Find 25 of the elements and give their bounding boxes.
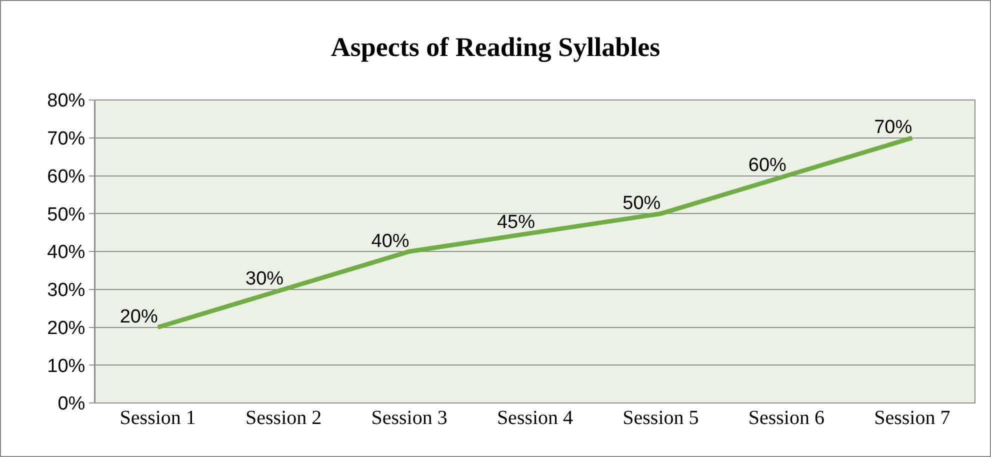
y-tick-label: 50%: [47, 204, 86, 226]
y-tick-label: 0%: [58, 394, 86, 415]
data-label: 30%: [246, 268, 284, 290]
x-tick-label: Session 6: [748, 407, 824, 429]
data-label: 70%: [874, 117, 912, 138]
x-tick-label: Session 1: [120, 407, 196, 429]
y-tick-label: 70%: [47, 128, 86, 150]
y-tick-label: 10%: [47, 356, 86, 377]
data-label: 45%: [496, 212, 536, 233]
data-label: 60%: [748, 155, 787, 176]
x-tick-label: Session 2: [246, 407, 322, 429]
x-tick-label: Session 5: [622, 407, 699, 429]
x-tick-label: Session 3: [371, 407, 448, 429]
x-tick-label: Session 7: [874, 407, 950, 429]
line-series: [156, 136, 914, 330]
data-label: 40%: [371, 230, 410, 252]
chart-title: Aspects of Reading Syllables: [330, 32, 660, 62]
y-tick-label: 40%: [47, 242, 86, 264]
x-tick-label: Session 4: [496, 407, 574, 429]
y-tick-label: 60%: [47, 166, 86, 188]
y-tick-label: 20%: [47, 318, 86, 339]
data-label: 20%: [120, 306, 158, 328]
y-tick-label: 30%: [47, 280, 86, 302]
data-label: 50%: [622, 192, 661, 214]
y-tick-label: 80%: [47, 90, 86, 112]
